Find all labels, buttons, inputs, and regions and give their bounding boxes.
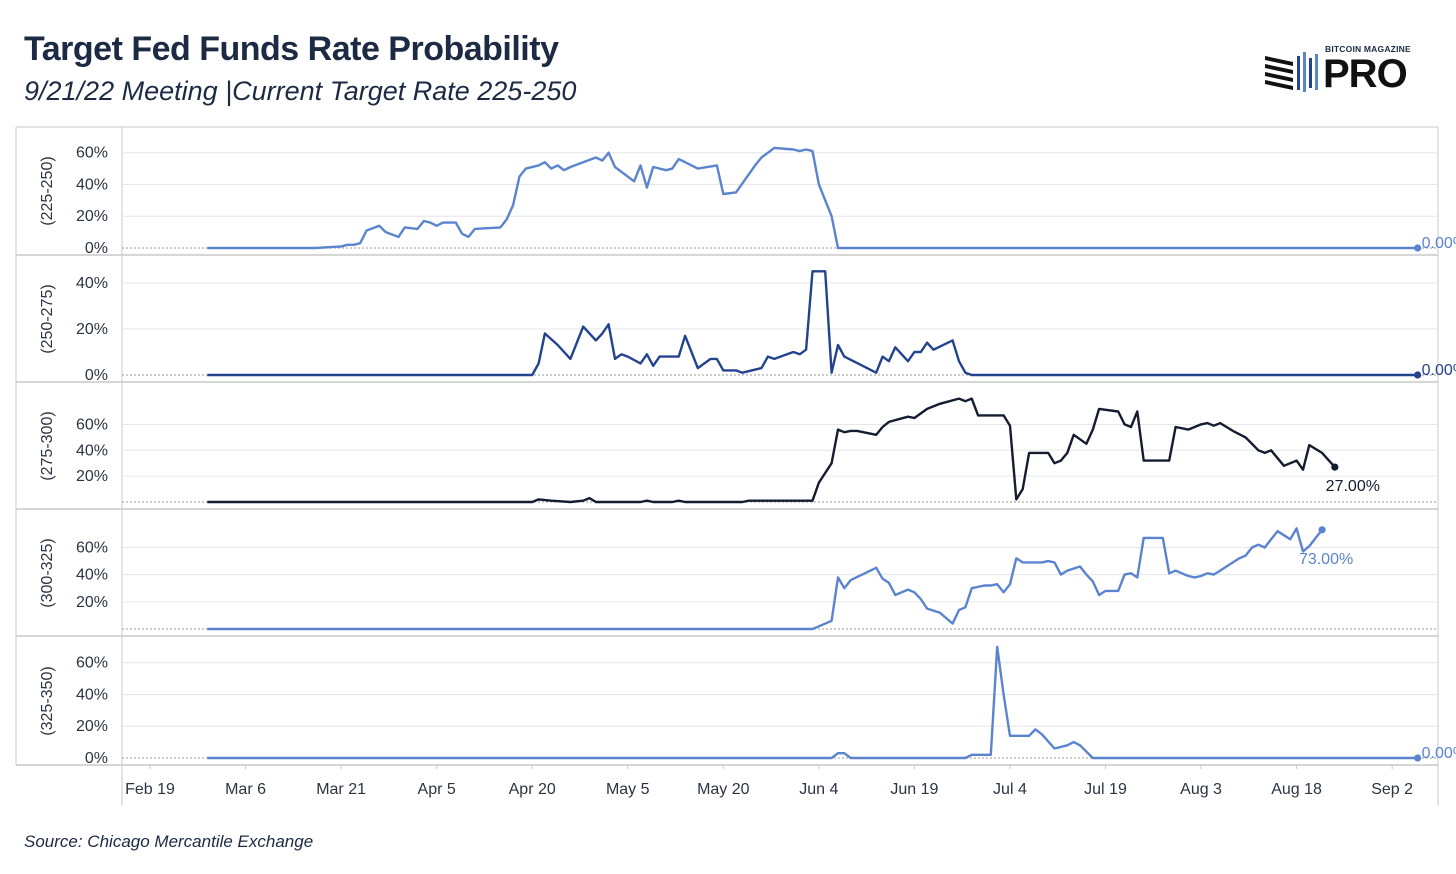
y-tick-label: 60% bbox=[76, 416, 108, 433]
series-end-marker bbox=[1414, 371, 1422, 379]
series-line bbox=[207, 146, 1418, 250]
x-tick-label: Apr 5 bbox=[418, 781, 456, 798]
panel-275-300: 20% 40% 60% (275-300) 27.00% bbox=[16, 397, 1438, 510]
x-tick-label: May 5 bbox=[606, 781, 650, 798]
y-tick-label: 60% bbox=[76, 145, 108, 162]
y-tick-label: 20% bbox=[76, 718, 108, 735]
logo-big-text: PRO bbox=[1323, 52, 1408, 96]
bitcoin-magazine-pro-logo: BITCOIN MAGAZINE PRO bbox=[1265, 44, 1435, 98]
panel-250-275: 0% 20% 40% (250-275) 0.00% bbox=[16, 270, 1456, 384]
panel-label: (275-300) bbox=[39, 411, 56, 480]
series-line bbox=[207, 397, 1336, 504]
y-tick-label: 40% bbox=[76, 275, 108, 292]
series-end-marker bbox=[1318, 526, 1326, 534]
y-tick-label: 60% bbox=[76, 655, 108, 672]
logo-small-text: BITCOIN MAGAZINE bbox=[1325, 44, 1411, 54]
y-tick-label: 0% bbox=[85, 240, 108, 257]
panel-300-325: 20% 40% 60% (300-325) 73.00% bbox=[16, 526, 1438, 637]
series-end-marker bbox=[1414, 244, 1422, 252]
y-tick-label: 40% bbox=[76, 442, 108, 459]
y-tick-label: 20% bbox=[76, 208, 108, 225]
x-tick-label: Aug 18 bbox=[1271, 781, 1322, 798]
y-tick-label: 20% bbox=[76, 321, 108, 338]
y-tick-label: 0% bbox=[85, 367, 108, 384]
chart-title: Target Fed Funds Rate Probability bbox=[24, 30, 559, 68]
series-end-marker bbox=[1414, 754, 1422, 762]
panel-label: (300-325) bbox=[39, 538, 56, 607]
series-line bbox=[207, 645, 1418, 760]
panel-label: (325-350) bbox=[39, 666, 56, 735]
series-line bbox=[207, 527, 1324, 631]
series-end-label: 0.00% bbox=[1422, 235, 1456, 252]
panel-225-250: 0% 20% 40% 60% (225-250) 0.00% bbox=[16, 145, 1456, 257]
x-tick-label: Jul 19 bbox=[1084, 781, 1127, 798]
y-tick-label: 40% bbox=[76, 686, 108, 703]
x-tick-label: Jun 19 bbox=[890, 781, 938, 798]
chart-subtitle: 9/21/22 Meeting |Current Target Rate 225… bbox=[24, 76, 577, 106]
source-note: Source: Chicago Mercantile Exchange bbox=[24, 832, 314, 851]
x-tick-label: Sep 2 bbox=[1371, 781, 1413, 798]
x-tick-label: Jun 4 bbox=[799, 781, 838, 798]
panel-325-350: 0% 20% 40% 60% (325-350) 0.00% bbox=[16, 645, 1456, 767]
y-tick-label: 40% bbox=[76, 567, 108, 584]
y-tick-label: 40% bbox=[76, 176, 108, 193]
x-tick-label: Mar 6 bbox=[225, 781, 266, 798]
y-tick-label: 0% bbox=[85, 750, 108, 767]
x-tick-label: Apr 20 bbox=[509, 781, 556, 798]
y-tick-label: 20% bbox=[76, 594, 108, 611]
series-end-label: 73.00% bbox=[1299, 551, 1353, 568]
panel-label: (225-250) bbox=[39, 156, 56, 225]
series-end-label: 0.00% bbox=[1422, 745, 1456, 762]
x-tick-label: Feb 19 bbox=[125, 781, 175, 798]
series-end-label: 27.00% bbox=[1326, 478, 1380, 495]
x-tick-label: Jul 4 bbox=[993, 781, 1027, 798]
y-tick-label: 20% bbox=[76, 468, 108, 485]
x-tick-label: May 20 bbox=[697, 781, 750, 798]
panel-label: (250-275) bbox=[39, 284, 56, 353]
bar-stack-icon bbox=[1265, 52, 1318, 92]
x-tick-label: Aug 3 bbox=[1180, 781, 1222, 798]
series-end-marker bbox=[1331, 463, 1339, 471]
series-line bbox=[207, 270, 1418, 377]
y-tick-label: 60% bbox=[76, 539, 108, 556]
x-tick-label: Mar 21 bbox=[316, 781, 366, 798]
series-end-label: 0.00% bbox=[1422, 362, 1456, 379]
